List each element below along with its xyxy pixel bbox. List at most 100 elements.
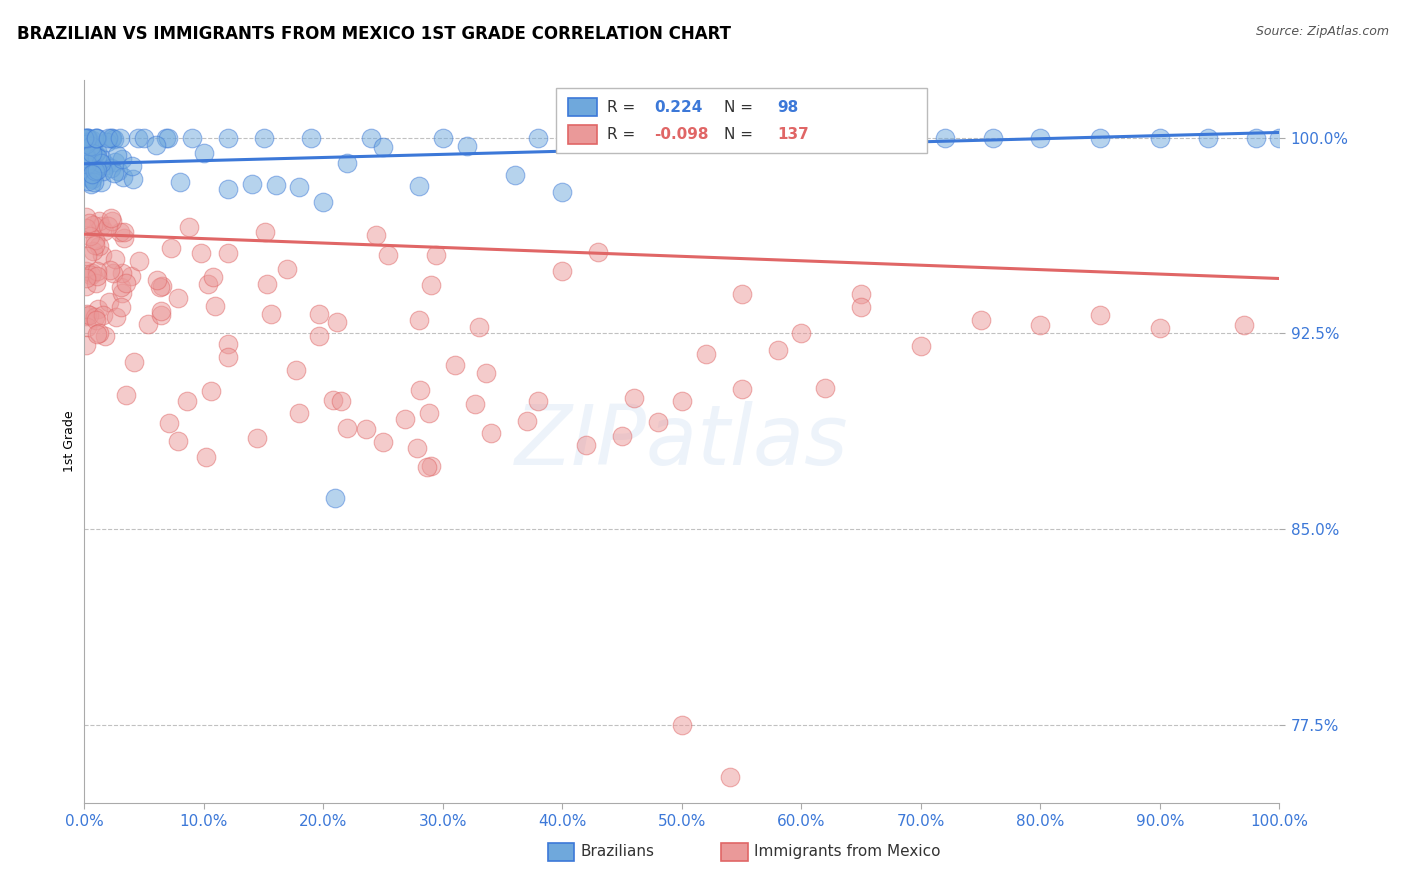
Point xyxy=(204,299,226,313)
Point xyxy=(157,130,180,145)
Point xyxy=(394,411,416,425)
Point xyxy=(86,301,108,316)
Point xyxy=(176,394,198,409)
Point xyxy=(356,422,378,436)
Point xyxy=(86,163,108,178)
Point xyxy=(98,263,121,277)
Point xyxy=(82,244,104,258)
Point xyxy=(194,450,217,464)
Point xyxy=(516,414,538,428)
Point xyxy=(93,308,115,322)
Point xyxy=(1268,130,1291,145)
Point xyxy=(406,441,429,455)
Point xyxy=(128,254,150,268)
Point xyxy=(90,219,112,233)
Point xyxy=(432,130,454,145)
Point xyxy=(83,310,105,324)
Point xyxy=(83,238,105,252)
Point xyxy=(217,350,239,364)
Point xyxy=(110,280,132,294)
Point xyxy=(83,164,105,178)
Point xyxy=(167,434,190,449)
Point xyxy=(970,313,993,327)
Point xyxy=(671,717,693,731)
FancyBboxPatch shape xyxy=(557,87,927,153)
Point xyxy=(101,213,124,227)
Point xyxy=(76,130,98,145)
Point xyxy=(105,147,128,161)
Point xyxy=(110,130,132,145)
Text: BRAZILIAN VS IMMIGRANTS FROM MEXICO 1ST GRADE CORRELATION CHART: BRAZILIAN VS IMMIGRANTS FROM MEXICO 1ST … xyxy=(17,25,731,43)
Point xyxy=(285,362,308,376)
Point xyxy=(527,394,550,409)
Point xyxy=(322,392,344,407)
Point xyxy=(1090,130,1112,145)
Point xyxy=(82,146,104,161)
Point xyxy=(851,286,873,301)
Point xyxy=(159,241,181,255)
Point xyxy=(336,421,359,435)
FancyBboxPatch shape xyxy=(568,97,598,116)
Point xyxy=(150,279,173,293)
Point xyxy=(202,270,225,285)
Point xyxy=(75,263,97,277)
Point xyxy=(82,140,104,154)
Point xyxy=(695,347,717,361)
Point xyxy=(308,307,330,321)
Point xyxy=(90,155,112,169)
Point xyxy=(260,307,283,321)
Point xyxy=(121,159,143,173)
Point xyxy=(77,174,100,188)
Point xyxy=(475,367,498,381)
Point xyxy=(408,313,430,327)
Point xyxy=(75,149,97,163)
Point xyxy=(731,287,754,301)
Point xyxy=(84,130,107,145)
Point xyxy=(551,264,574,278)
Point xyxy=(112,225,135,239)
Point xyxy=(103,155,125,169)
Point xyxy=(112,231,135,245)
Point xyxy=(193,145,215,160)
Point xyxy=(718,770,741,784)
Point xyxy=(456,139,478,153)
Point xyxy=(416,459,439,474)
Text: N =: N = xyxy=(724,100,752,114)
Point xyxy=(671,393,693,408)
Point xyxy=(288,406,311,420)
Point xyxy=(90,175,112,189)
Point xyxy=(87,239,110,253)
Point xyxy=(425,248,447,262)
Point xyxy=(1244,130,1267,145)
Point xyxy=(75,278,97,293)
Point xyxy=(360,130,382,145)
Point xyxy=(120,269,142,284)
Point xyxy=(503,168,526,182)
Point xyxy=(1090,308,1112,322)
Point xyxy=(76,130,98,145)
Point xyxy=(76,249,98,263)
Point xyxy=(276,262,298,277)
Text: R =: R = xyxy=(606,127,636,142)
Point xyxy=(121,172,143,186)
Point xyxy=(217,336,239,351)
Point xyxy=(146,273,169,287)
Point xyxy=(77,216,100,230)
Text: 137: 137 xyxy=(778,127,810,142)
Point xyxy=(97,130,120,145)
Point xyxy=(84,276,107,290)
Point xyxy=(790,326,813,341)
Point xyxy=(75,309,97,323)
Point xyxy=(75,135,97,149)
Point xyxy=(464,397,486,411)
Point xyxy=(551,186,574,200)
Point xyxy=(103,132,125,146)
Point xyxy=(111,266,134,280)
Text: -0.098: -0.098 xyxy=(654,127,709,142)
Point xyxy=(827,130,849,145)
Point xyxy=(76,307,98,321)
Point xyxy=(110,301,132,315)
Point xyxy=(75,151,97,165)
Text: N =: N = xyxy=(724,127,752,142)
Point xyxy=(86,150,108,164)
